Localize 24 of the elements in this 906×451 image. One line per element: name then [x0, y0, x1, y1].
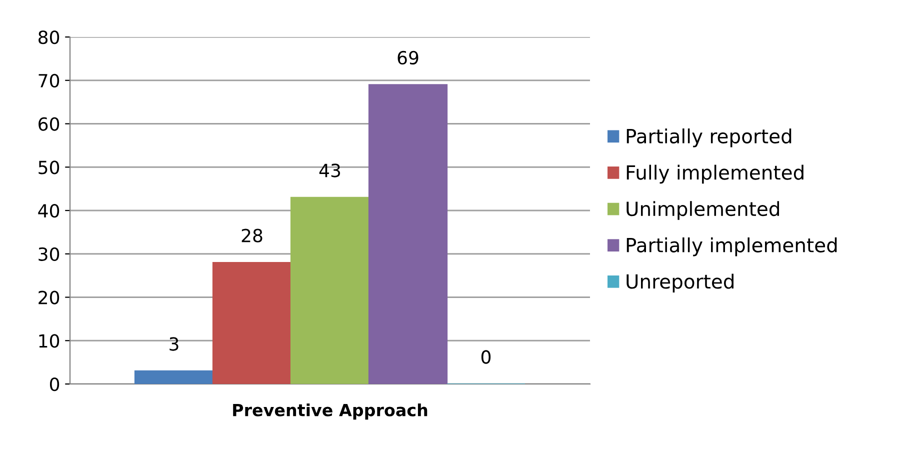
y-tick-label: 70: [38, 74, 60, 88]
bar: [368, 84, 448, 384]
data-label: 0: [481, 350, 491, 364]
legend-label: Partially reported: [626, 128, 792, 148]
y-tick-label: 40: [38, 204, 60, 218]
y-tick-label: 80: [38, 30, 60, 44]
y-tick-label: 50: [38, 160, 60, 174]
bar: [134, 370, 214, 384]
data-label: 43: [319, 164, 340, 178]
x-tick-label: Preventive Approach: [233, 403, 428, 420]
legend-label: Unimplemented: [626, 201, 779, 220]
data-label: 69: [398, 50, 418, 65]
y-tick-label: 20: [38, 290, 60, 304]
legend-label: Partially implemented: [626, 237, 837, 256]
y-tick-label: 30: [38, 247, 60, 261]
y-tick-label: 10: [39, 334, 60, 348]
legend-label: Unreported: [626, 274, 734, 293]
data-label: 28: [242, 228, 262, 242]
bar: [212, 262, 292, 384]
legend-label: Fully implemented: [626, 164, 804, 184]
bar: [290, 196, 370, 384]
y-tick-label: 60: [38, 117, 60, 131]
y-tick-label: 0: [50, 377, 60, 392]
data-label: 3: [170, 337, 178, 351]
